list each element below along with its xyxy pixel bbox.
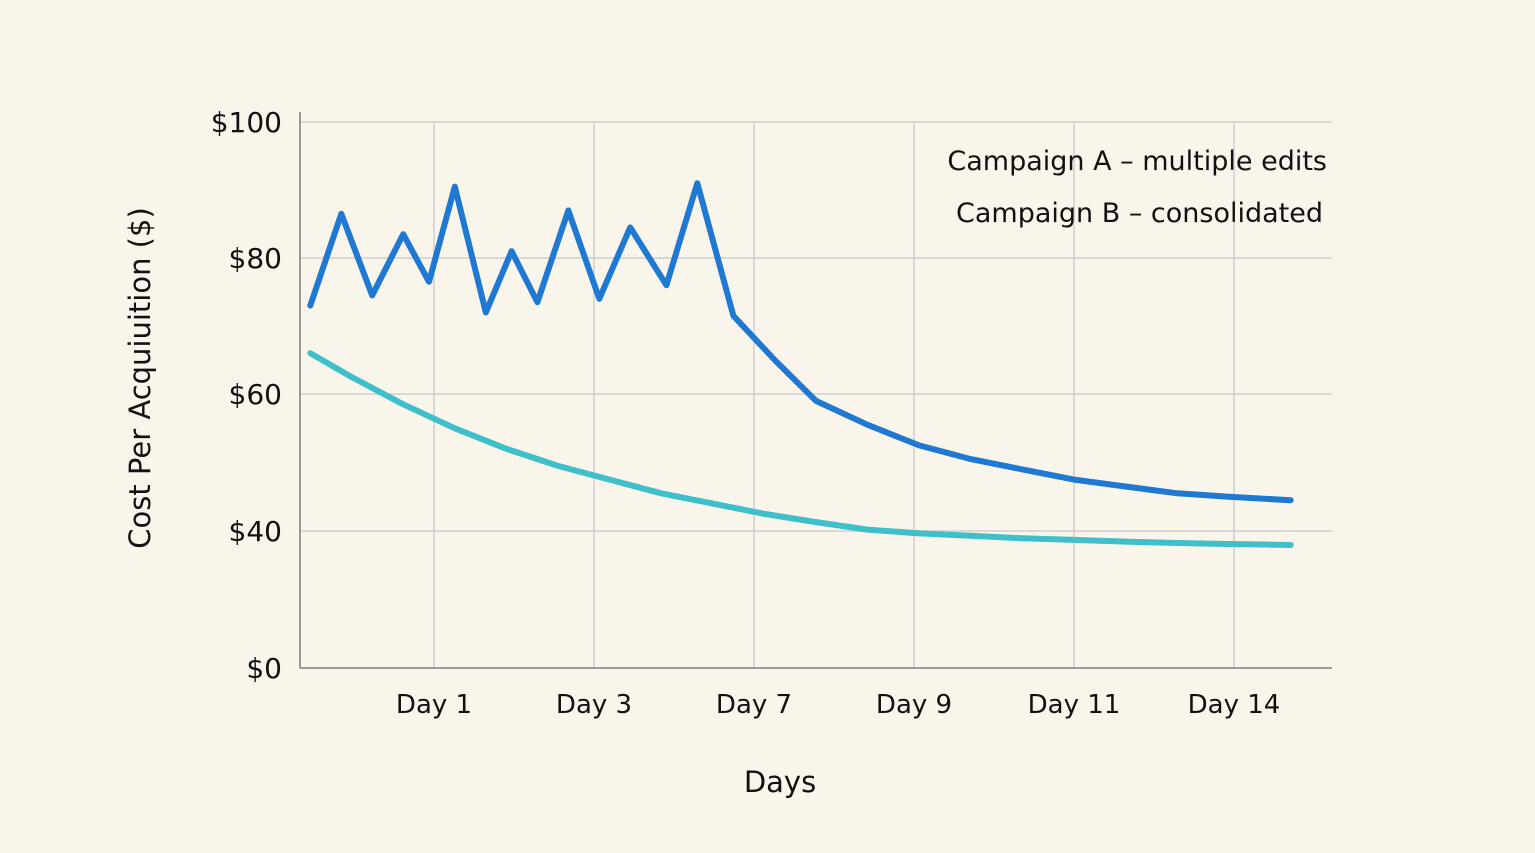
x-tick-label: Day 9 — [876, 690, 952, 720]
legend-entry-campaign-a: Campaign A – multiple edits — [947, 146, 1327, 177]
x-tick-label: Day 14 — [1188, 690, 1281, 720]
series-line-campaign-a — [307, 180, 1294, 504]
x-tick-label: Day 7 — [716, 690, 792, 720]
x-tick-label: Day 1 — [396, 690, 472, 720]
series — [307, 180, 1294, 548]
legend: Campaign A – multiple edits Campaign B –… — [947, 146, 1327, 229]
legend-entry-campaign-b: Campaign B – consolidated — [956, 198, 1323, 229]
y-tick-label: $80 — [229, 242, 282, 275]
series-line-campaign-b — [307, 350, 1294, 548]
x-axis-title: Days — [744, 765, 816, 799]
axes — [299, 112, 1332, 669]
y-tick-label: $40 — [229, 515, 282, 548]
y-tick-label: $100 — [211, 106, 282, 139]
y-tick-label: $0 — [246, 652, 282, 685]
x-tick-label: Day 11 — [1028, 690, 1121, 720]
x-tick-label: Day 3 — [556, 690, 632, 720]
x-axis-ticks: Day 1 Day 3 Day 7 Day 9 Day 11 Day 14 — [396, 690, 1280, 720]
y-axis-title: Cost Per Acquiuition ($) — [123, 207, 157, 549]
y-axis-ticks: $0 $40 $60 $80 $100 — [211, 106, 282, 685]
y-tick-label: $60 — [229, 378, 282, 411]
